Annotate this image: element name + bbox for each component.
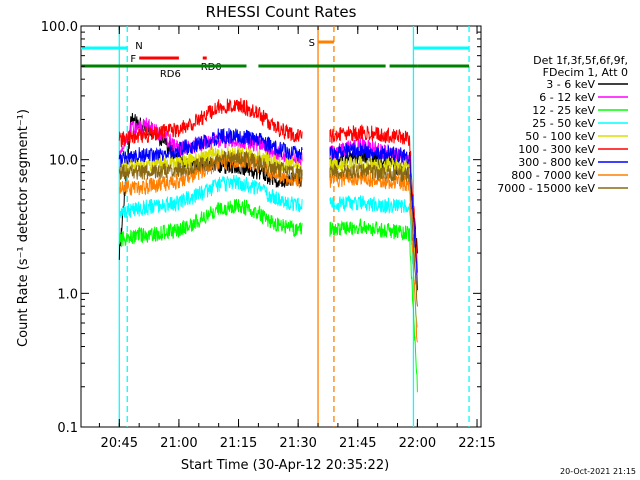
x-tick-label: 20:45 [101,436,138,451]
flag-label: RD6 [160,69,181,80]
series-line [119,152,418,343]
x-tick-label: 22:15 [458,436,495,451]
x-tick-label: 21:00 [160,436,197,451]
y-tick-label: 10.0 [49,154,78,169]
x-axis-label: Start Time (30-Apr-12 20:35:22) [181,458,389,473]
y-tick-label: 0.1 [57,421,78,436]
legend-entry: 3 - 6 keV [546,78,595,91]
x-tick-label: 22:00 [399,436,436,451]
legend-header: Det 1f,3f,5f,6f,9f, [533,54,628,67]
legend-entry: 25 - 50 keV [532,117,595,130]
legend-entry: 7000 - 15000 keV [497,182,595,195]
series-line [118,127,418,291]
series-line [118,149,418,307]
flag-label: S [309,38,315,49]
x-tick-label: 21:30 [279,436,316,451]
legend-entry: 800 - 7000 keV [511,169,595,182]
y-axis: 0.1 1.0 10.0 100.0 [41,20,481,436]
legend-entry: 12 - 25 keV [532,104,595,117]
plot-frame [80,25,482,428]
legend-entry: 6 - 12 keV [539,91,595,104]
timestamp: 20-Oct-2021 21:15 [560,467,636,476]
flag-group: NFSRD0RD6 [81,38,470,80]
y-tick-label: 100.0 [41,20,78,35]
legend-entry: 300 - 800 keV [518,156,595,169]
legend: Det 1f,3f,5f,6f,9f,FDecim 1, Att 03 - 6 … [497,54,628,195]
legend-entry: 50 - 100 keV [525,130,595,143]
x-tick-label: 21:45 [339,436,376,451]
x-tick-label: 21:15 [220,436,257,451]
series-line [118,198,418,393]
flag-label: F [130,54,136,65]
y-tick-label: 1.0 [57,287,78,302]
chart-title: RHESSI Count Rates [206,3,357,21]
legend-entry: 100 - 300 keV [518,143,595,156]
series-line [119,174,418,328]
y-axis-label: Count Rate (s⁻¹ detector segment⁻¹) [16,109,31,347]
series-line [118,98,418,273]
flag-label: N [135,41,142,52]
series-group [118,98,418,393]
x-axis: 20:45 21:00 21:15 21:30 21:45 22:00 22:15 [98,26,496,451]
legend-header: FDecim 1, Att 0 [543,66,628,79]
